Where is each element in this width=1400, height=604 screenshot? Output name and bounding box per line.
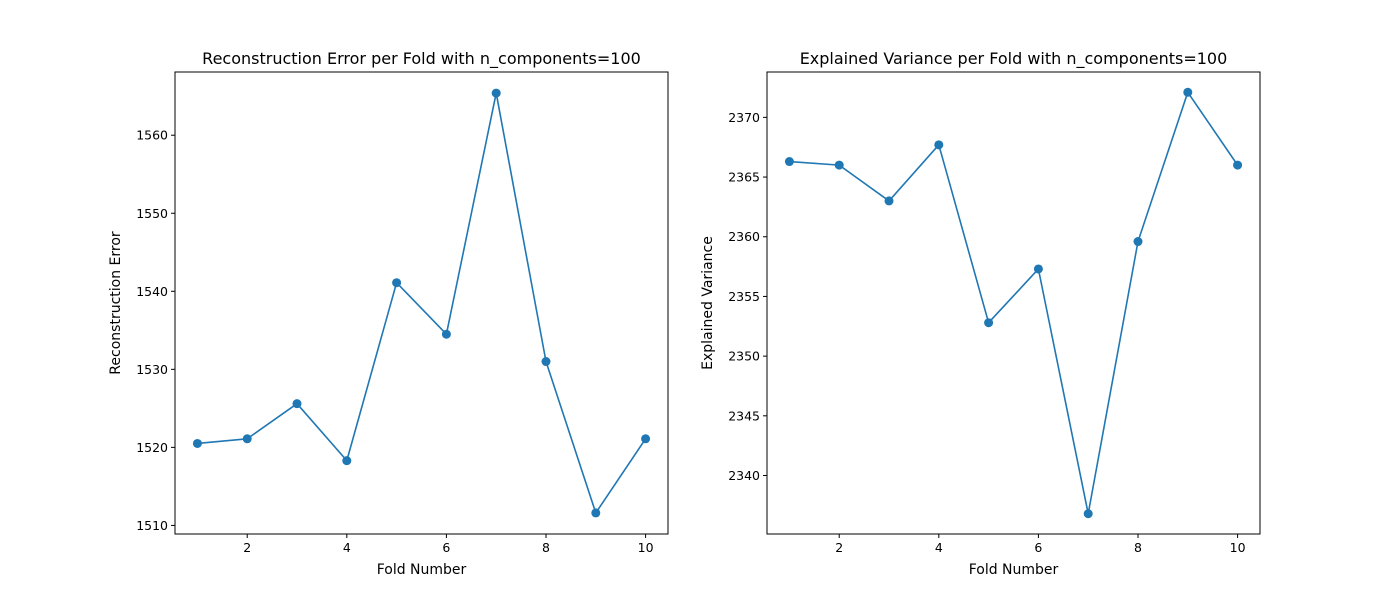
x-tick-label: 6 xyxy=(442,540,450,555)
y-tick-label: 2365 xyxy=(728,170,760,185)
data-point xyxy=(1033,264,1043,274)
y-tick-label: 2370 xyxy=(728,110,760,125)
x-axis-label: Fold Number xyxy=(969,562,1059,578)
x-tick-label: 4 xyxy=(343,540,351,555)
data-point xyxy=(641,434,651,444)
series-line xyxy=(789,91,1239,515)
y-tick-label: 2340 xyxy=(728,468,760,483)
data-point xyxy=(541,357,551,367)
data-point xyxy=(192,438,202,448)
chart-title: Reconstruction Error per Fold with n_com… xyxy=(202,49,641,69)
data-point xyxy=(1233,160,1243,170)
axes-frame xyxy=(174,71,669,535)
y-tick-label: 1550 xyxy=(136,206,168,221)
x-tick-label: 2 xyxy=(243,540,251,555)
x-tick-label: 4 xyxy=(935,540,943,555)
y-tick-label: 1520 xyxy=(136,440,168,455)
data-point xyxy=(491,88,501,98)
data-point xyxy=(984,318,994,328)
data-point xyxy=(884,196,894,206)
y-tick-label: 2360 xyxy=(728,229,760,244)
x-tick-label: 10 xyxy=(1230,540,1246,555)
y-tick-label: 2350 xyxy=(728,349,760,364)
x-tick-label: 8 xyxy=(1134,540,1142,555)
x-axis-label: Fold Number xyxy=(377,562,467,578)
y-tick-label: 1540 xyxy=(136,284,168,299)
data-point xyxy=(591,508,601,518)
x-tick-label: 8 xyxy=(542,540,550,555)
y-tick-label: 1530 xyxy=(136,362,168,377)
data-point xyxy=(292,399,302,409)
x-tick-label: 6 xyxy=(1034,540,1042,555)
data-point xyxy=(342,456,352,466)
data-point xyxy=(784,157,794,167)
data-point xyxy=(1133,237,1143,247)
data-point xyxy=(1083,509,1093,519)
data-point xyxy=(441,329,451,339)
explained-variance-chart: Explained Variance per Fold with n_compo… xyxy=(700,49,1261,578)
series-line xyxy=(197,92,647,514)
y-tick-label: 2355 xyxy=(728,289,760,304)
x-tick-label: 2 xyxy=(835,540,843,555)
y-axis-label: Explained Variance xyxy=(700,236,716,370)
data-point xyxy=(392,278,402,288)
axes-frame xyxy=(766,71,1261,535)
chart-title: Explained Variance per Fold with n_compo… xyxy=(800,49,1228,69)
y-tick-label: 1510 xyxy=(136,518,168,533)
x-tick-label: 10 xyxy=(638,540,654,555)
y-axis-label: Reconstruction Error xyxy=(108,231,124,375)
y-tick-label: 2345 xyxy=(728,408,760,423)
data-point xyxy=(1183,87,1193,97)
reconstruction-error-chart: Reconstruction Error per Fold with n_com… xyxy=(108,49,669,578)
data-point xyxy=(934,140,944,150)
y-tick-label: 1560 xyxy=(136,128,168,143)
data-point xyxy=(834,160,844,170)
data-point xyxy=(242,434,252,444)
